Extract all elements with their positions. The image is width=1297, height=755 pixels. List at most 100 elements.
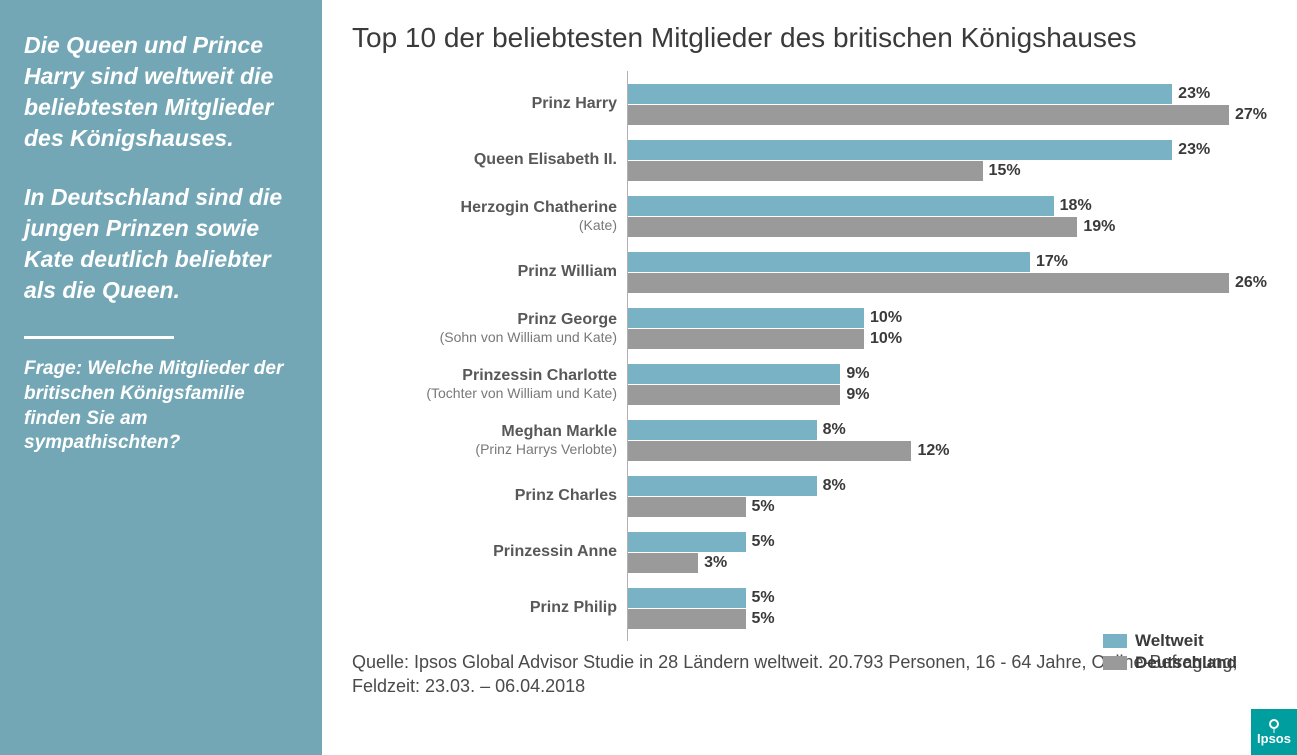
chart-row-label: Prinzessin Anne xyxy=(352,524,627,580)
chart-y-axis xyxy=(627,71,628,641)
chart-bar-value: 27% xyxy=(1235,106,1267,124)
chart-bar-value: 17% xyxy=(1036,253,1068,271)
chart-bar xyxy=(627,420,817,440)
chart-bar-line: 9% xyxy=(627,364,1267,384)
chart-legend: WeltweitDeutschland xyxy=(1103,631,1237,675)
logo-text: Ipsos xyxy=(1257,731,1291,746)
chart-bar-value: 5% xyxy=(752,498,775,516)
legend-item: Deutschland xyxy=(1103,653,1237,673)
chart-label-main: Prinz George xyxy=(352,311,617,329)
chart-bar-value: 26% xyxy=(1235,274,1267,292)
chart-bar-line: 18% xyxy=(627,196,1267,216)
chart-bar-value: 9% xyxy=(846,365,869,383)
sidebar: Die Queen und Prince Harry sind weltweit… xyxy=(0,0,322,755)
chart-bar xyxy=(627,532,746,552)
chart-bar xyxy=(627,308,864,328)
chart-bar-line: 5% xyxy=(627,532,1267,552)
logo-icon xyxy=(1269,719,1279,729)
chart-row-bars: 17% 26% xyxy=(627,244,1267,300)
chart-row-bars: 23% 27% xyxy=(627,76,1267,132)
chart-bar-line: 8% xyxy=(627,420,1267,440)
chart-bar-line: 23% xyxy=(627,140,1267,160)
chart-bar xyxy=(627,497,746,517)
ipsos-logo: Ipsos xyxy=(1251,709,1297,755)
chart-bar xyxy=(627,329,864,349)
chart-bar-line: 8% xyxy=(627,476,1267,496)
chart-row-bars: 9%9% xyxy=(627,356,1267,412)
chart-bar-value: 23% xyxy=(1178,141,1210,159)
chart-row-bars: 5%5% xyxy=(627,580,1267,636)
chart-row-bars: 10%10% xyxy=(627,300,1267,356)
chart-bar-value: 10% xyxy=(870,330,902,348)
chart-bar-value: 5% xyxy=(752,610,775,628)
chart-bar-line: 12% xyxy=(627,441,1267,461)
chart-bar-value: 15% xyxy=(989,162,1021,180)
main-panel: Top 10 der beliebtesten Mitglieder des b… xyxy=(322,0,1297,755)
sidebar-question: Frage: Welche Mitglieder der britischen … xyxy=(24,357,298,456)
chart-label-main: Prinz Harry xyxy=(352,95,617,113)
chart-row-bars: 5% 3% xyxy=(627,524,1267,580)
legend-label: Deutschland xyxy=(1135,653,1237,673)
chart-bar-line: 10% xyxy=(627,308,1267,328)
chart-row-label: Meghan Markle(Prinz Harrys Verlobte) xyxy=(352,412,627,468)
chart-row-label: Prinz Charles xyxy=(352,468,627,524)
chart-title: Top 10 der beliebtesten Mitglieder des b… xyxy=(352,22,1267,54)
chart-bar-line: 17% xyxy=(627,252,1267,272)
chart-bar xyxy=(627,588,746,608)
chart-bar-value: 8% xyxy=(823,477,846,495)
chart-bar-value: 5% xyxy=(752,589,775,607)
chart-row-bars: 8% 5% xyxy=(627,468,1267,524)
chart-bar-value: 3% xyxy=(704,554,727,572)
chart-bar-line: 5% xyxy=(627,497,1267,517)
chart-bar-value: 5% xyxy=(752,533,775,551)
chart-bar-value: 23% xyxy=(1178,85,1210,103)
chart-bar-value: 12% xyxy=(917,442,949,460)
legend-item: Weltweit xyxy=(1103,631,1237,651)
chart-bar-value: 19% xyxy=(1083,218,1115,236)
chart-row-bars: 8%12% xyxy=(627,412,1267,468)
chart-label-main: Queen Elisabeth II. xyxy=(352,151,617,169)
chart-row-label: Queen Elisabeth II. xyxy=(352,132,627,188)
chart-label-main: Prinz Philip xyxy=(352,599,617,617)
chart-bar xyxy=(627,161,983,181)
chart-label-sub: (Kate) xyxy=(352,217,617,233)
chart-bar xyxy=(627,84,1172,104)
chart-bar xyxy=(627,140,1172,160)
chart-bar xyxy=(627,385,840,405)
chart-row-bars: 23% 15% xyxy=(627,132,1267,188)
chart-bar-line: 5% xyxy=(627,609,1267,629)
chart-row-bars: 18%19% xyxy=(627,188,1267,244)
chart-bar xyxy=(627,609,746,629)
chart-row-label: Prinz Harry xyxy=(352,76,627,132)
chart-label-main: Herzogin Chatherine xyxy=(352,199,617,217)
chart-label-main: Prinz Charles xyxy=(352,487,617,505)
chart-label-sub: (Prinz Harrys Verlobte) xyxy=(352,441,617,457)
chart-bar xyxy=(627,553,698,573)
chart-row-label: Prinz George(Sohn von William und Kate) xyxy=(352,300,627,356)
chart-label-main: Meghan Markle xyxy=(352,423,617,441)
chart-bar-line: 15% xyxy=(627,161,1267,181)
sidebar-divider xyxy=(24,336,174,339)
chart-bar xyxy=(627,196,1054,216)
chart-label-sub: (Sohn von William und Kate) xyxy=(352,329,617,345)
chart-bar xyxy=(627,441,911,461)
chart-bar-line: 26% xyxy=(627,273,1267,293)
chart-bar-line: 9% xyxy=(627,385,1267,405)
chart-row-label: Prinz Philip xyxy=(352,580,627,636)
chart-label-main: Prinz William xyxy=(352,263,617,281)
sidebar-headline: Die Queen und Prince Harry sind weltweit… xyxy=(24,30,298,154)
chart-bar-value: 18% xyxy=(1060,197,1092,215)
chart-bar xyxy=(627,217,1077,237)
legend-swatch xyxy=(1103,656,1127,670)
chart-bar xyxy=(627,476,817,496)
chart-bar-line: 27% xyxy=(627,105,1267,125)
chart-bars-column: 23%27%23%15%18%19%17%26%10%10%9%9%8%12%8… xyxy=(627,76,1267,636)
chart-area: Prinz Harry Queen Elisabeth II. Herzogin C… xyxy=(352,76,1267,636)
chart-bar-line: 19% xyxy=(627,217,1267,237)
chart-bar-line: 3% xyxy=(627,553,1267,573)
chart-bar xyxy=(627,273,1229,293)
chart-row-label: Prinz William xyxy=(352,244,627,300)
chart-bar xyxy=(627,364,840,384)
chart-bar-value: 9% xyxy=(846,386,869,404)
chart-label-main: Prinzessin Charlotte xyxy=(352,367,617,385)
